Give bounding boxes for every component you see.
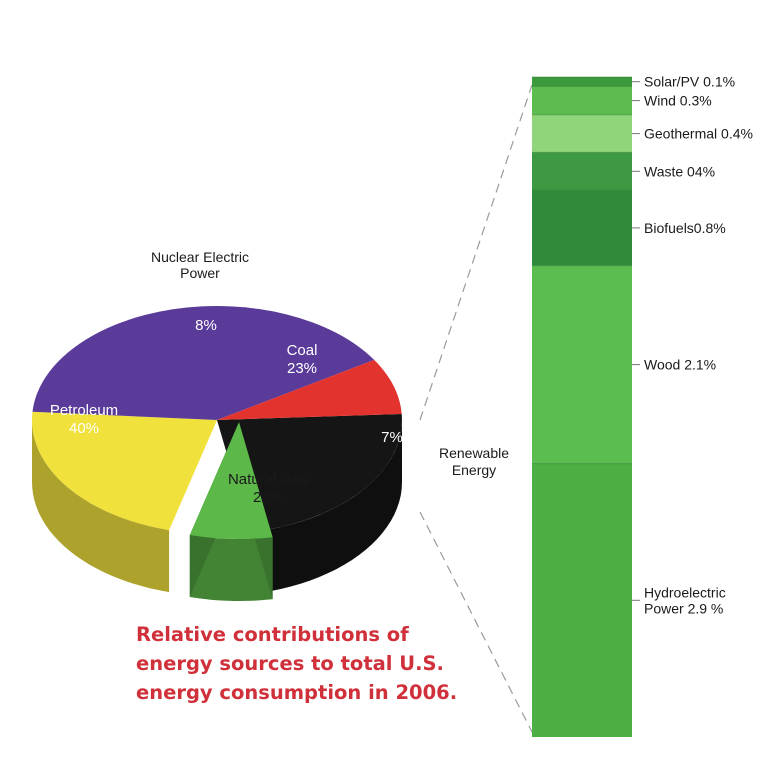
pie-label-renewable-energy: 7% xyxy=(381,429,403,446)
renewable-external-label: Renewable Energy xyxy=(439,445,509,478)
pie-side-renewable-energy xyxy=(189,535,273,601)
bar-label-waste: Waste 04% xyxy=(644,163,715,179)
pie-label-name-coal: Coal xyxy=(287,342,318,359)
bar-segment-solar-pv xyxy=(532,77,632,87)
bar-segment-biofuels xyxy=(532,190,632,266)
bar-segment-waste xyxy=(532,152,632,191)
pie-label-petroleum: Petroleum 40% xyxy=(50,402,118,437)
pie-labels: Coal 23% 7% Natural Gas 22% Petroleum 40% 8% Nuc… xyxy=(50,249,509,506)
nuclear-external-label: Nuclear Electric Power xyxy=(151,249,249,281)
callout-line-top xyxy=(419,84,533,421)
bar-segment-wood xyxy=(532,265,632,464)
callout-line-bottom xyxy=(419,511,533,733)
renewables-labels: Hydroelectric Power 2.9 % Wood 2.1% Biofuel… xyxy=(632,74,753,616)
bar-label-solar-pv: Solar/PV 0.1% xyxy=(644,74,735,90)
bar-segment-geothermal xyxy=(532,114,632,153)
pie-side-natural-gas xyxy=(32,420,170,593)
callout-lines xyxy=(419,84,533,733)
pie-label-name-petroleum: Petroleum xyxy=(50,402,118,419)
pie-label-value-natural-gas: 22% xyxy=(253,489,283,506)
pie-label-value-petroleum: 40% xyxy=(69,420,99,437)
pie-tops xyxy=(32,306,402,540)
pie-label-name-natural-gas: Natural Gas xyxy=(228,471,308,488)
pie-slice-nuclear-electric-power xyxy=(217,359,402,420)
renewables-stacked-bar xyxy=(532,76,632,737)
bar-label-wind: Wind 0.3% xyxy=(644,93,712,109)
bar-label-hydroelectric-power: Hydroelectric Power 2.9 % xyxy=(644,584,726,616)
pie-slice-natural-gas xyxy=(32,411,217,531)
pie-label-coal: Coal 23% xyxy=(287,342,318,377)
bar-label-geothermal: Geothermal 0.4% xyxy=(644,126,753,142)
pie-label-nuclear-electric-power: 8% xyxy=(195,317,217,334)
pie-slice-petroleum xyxy=(32,306,375,420)
bar-segment-wind xyxy=(532,86,632,115)
bar-segment-hydroelectric-power xyxy=(532,463,632,737)
pie-slice-renewable-energy xyxy=(189,422,273,540)
pie-side-coal xyxy=(249,420,402,595)
bar-label-biofuels: Biofuels0.8% xyxy=(644,220,726,236)
chart-caption: Relative contributions of energy sources… xyxy=(136,623,458,704)
bar-label-wood: Wood 2.1% xyxy=(644,357,716,373)
pie-slice-coal xyxy=(217,414,402,533)
pie-label-natural-gas: Natural Gas 22% xyxy=(228,471,308,506)
pie-label-value-coal: 23% xyxy=(287,360,317,377)
